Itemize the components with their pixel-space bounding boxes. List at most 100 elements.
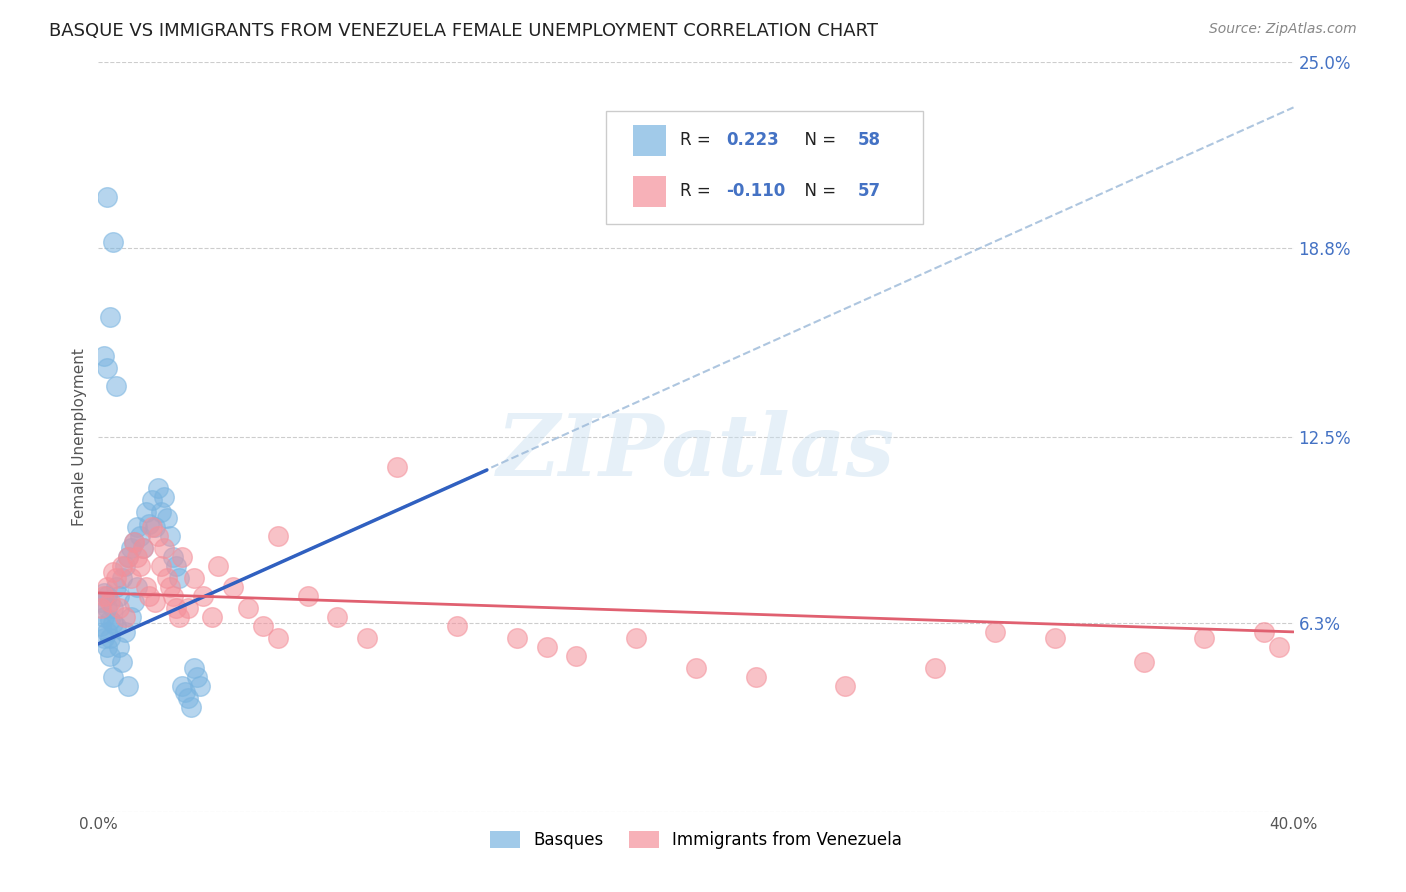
Point: [156, 511, 179, 525]
Point: [117, 549, 139, 564]
Point: [167, 610, 190, 624]
Point: [207, 558, 229, 573]
Point: [153, 541, 176, 555]
Point: [98, 613, 122, 627]
Point: [127, 520, 149, 534]
Text: R =: R =: [681, 182, 717, 201]
Point: [127, 549, 149, 564]
Point: [1192, 631, 1215, 645]
Point: [114, 558, 136, 573]
Point: [685, 661, 707, 675]
Point: [117, 679, 139, 693]
Point: [138, 589, 160, 603]
Point: [191, 589, 214, 603]
Point: [222, 580, 245, 594]
Point: [108, 601, 131, 615]
Point: [93, 610, 115, 624]
Point: [159, 580, 181, 594]
Point: [98, 631, 122, 645]
Point: [111, 571, 134, 585]
Point: [148, 481, 170, 495]
Point: [96, 190, 118, 204]
Point: [103, 565, 125, 579]
Point: [98, 648, 122, 663]
Point: [536, 640, 558, 654]
Point: [446, 619, 468, 633]
Point: [93, 631, 115, 645]
Point: [924, 661, 946, 675]
Point: [108, 589, 131, 603]
Point: [129, 529, 152, 543]
Point: [111, 655, 134, 669]
Point: [1253, 624, 1275, 639]
Point: [105, 571, 128, 585]
Text: N =: N =: [794, 131, 841, 149]
Point: [153, 490, 176, 504]
Point: [745, 670, 768, 684]
Point: [90, 601, 112, 615]
Point: [150, 558, 173, 573]
Point: [132, 541, 155, 555]
Point: [96, 580, 118, 594]
Point: [108, 640, 131, 654]
Point: [105, 619, 128, 633]
Point: [236, 601, 259, 615]
Point: [150, 505, 173, 519]
Point: [103, 601, 125, 615]
Point: [103, 670, 125, 684]
Point: [117, 549, 139, 564]
Point: [356, 631, 378, 645]
Point: [180, 699, 202, 714]
Point: [1133, 655, 1156, 669]
Legend: Basques, Immigrants from Venezuela: Basques, Immigrants from Venezuela: [484, 824, 908, 855]
Point: [1043, 631, 1066, 645]
Point: [297, 589, 319, 603]
Point: [141, 493, 163, 508]
Point: [124, 535, 146, 549]
Point: [93, 349, 115, 363]
Point: [103, 235, 125, 250]
Point: [162, 549, 184, 564]
Point: [162, 589, 184, 603]
Y-axis label: Female Unemployment: Female Unemployment: [72, 348, 87, 526]
Point: [201, 610, 224, 624]
Point: [143, 520, 166, 534]
Point: [267, 529, 290, 543]
Point: [326, 610, 349, 624]
Point: [120, 541, 142, 555]
Point: [96, 624, 118, 639]
Point: [98, 310, 122, 325]
Point: [148, 529, 170, 543]
Point: [159, 529, 181, 543]
Bar: [633, 176, 666, 207]
Point: [186, 670, 208, 684]
Point: [156, 571, 179, 585]
Point: [114, 624, 136, 639]
Point: [90, 619, 112, 633]
Point: [565, 648, 588, 663]
Text: 58: 58: [858, 131, 880, 149]
Point: [105, 379, 128, 393]
Point: [165, 601, 187, 615]
Point: [96, 601, 118, 615]
Point: [834, 679, 856, 693]
Point: [93, 586, 115, 600]
Point: [124, 535, 146, 549]
Bar: [633, 125, 666, 156]
Point: [188, 679, 211, 693]
Text: 0.223: 0.223: [725, 131, 779, 149]
Point: [141, 520, 163, 534]
Point: [172, 549, 194, 564]
Text: N =: N =: [794, 182, 841, 201]
Point: [96, 361, 118, 376]
FancyBboxPatch shape: [606, 112, 922, 224]
Point: [93, 589, 115, 603]
Text: -0.110: -0.110: [725, 182, 785, 201]
Point: [129, 558, 152, 573]
Text: Source: ZipAtlas.com: Source: ZipAtlas.com: [1209, 22, 1357, 37]
Point: [143, 595, 166, 609]
Point: [135, 505, 157, 519]
Point: [90, 595, 112, 609]
Point: [96, 589, 118, 603]
Point: [138, 516, 160, 531]
